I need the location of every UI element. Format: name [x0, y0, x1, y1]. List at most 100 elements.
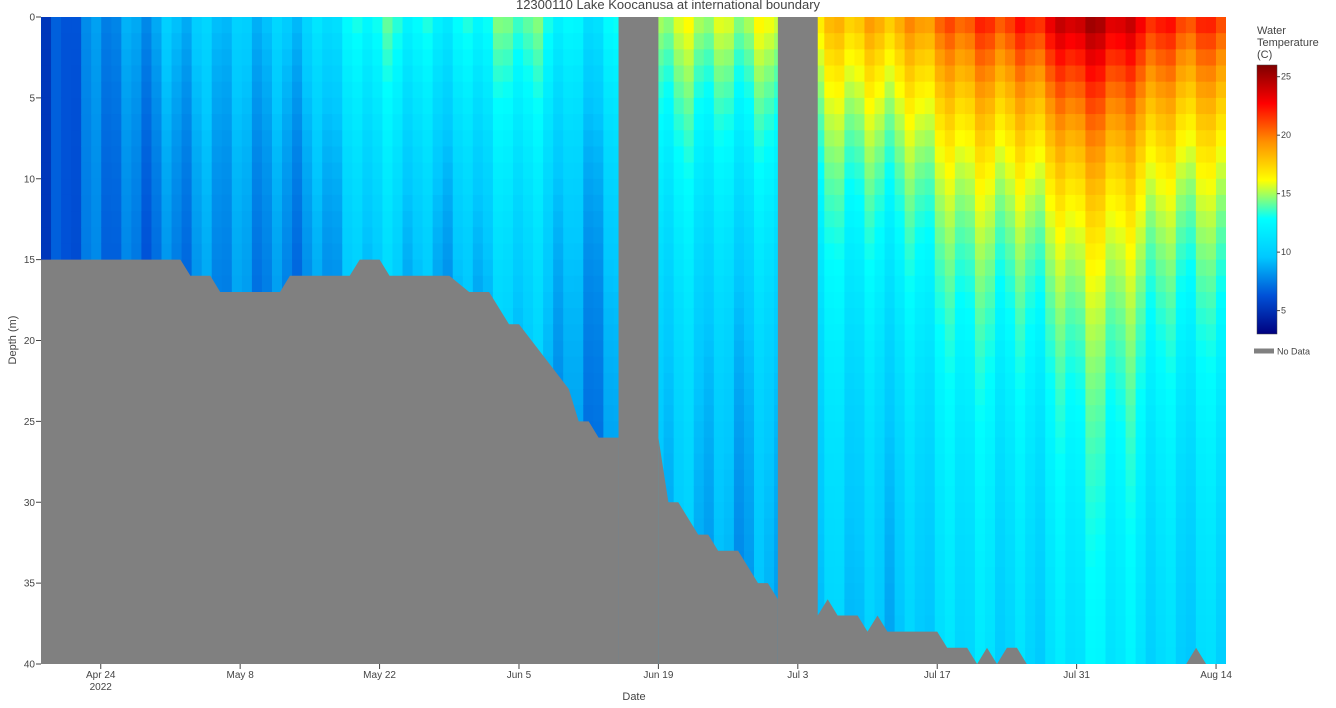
heatmap-cell — [1085, 275, 1097, 293]
heatmap-cell — [251, 97, 263, 115]
heatmap-cell — [864, 275, 876, 293]
heatmap-cell — [543, 340, 554, 358]
heatmap-cell — [492, 275, 504, 293]
heatmap-cell — [342, 81, 353, 99]
heatmap-cell — [984, 243, 996, 261]
heatmap-cell — [764, 259, 775, 277]
heatmap-cell — [864, 130, 876, 148]
heatmap-cell — [984, 615, 996, 633]
heatmap-cell — [1105, 534, 1117, 552]
heatmap-cell — [964, 356, 976, 374]
heatmap-cell — [161, 243, 173, 261]
heatmap-cell — [934, 372, 946, 390]
heatmap-cell — [904, 518, 916, 536]
heatmap-cell — [553, 49, 564, 67]
heatmap-cell — [964, 33, 976, 50]
heatmap-cell — [934, 615, 946, 633]
heatmap-cell — [181, 49, 193, 67]
heatmap-cell — [1215, 275, 1226, 293]
heatmap-cell — [1185, 81, 1197, 99]
heatmap-cell — [181, 227, 193, 245]
heatmap-cell — [703, 405, 715, 422]
heatmap-cell — [583, 405, 594, 422]
heatmap-cell — [1095, 81, 1107, 99]
heatmap-cell — [995, 146, 1006, 164]
heatmap-cell — [482, 49, 494, 67]
heatmap-cell — [894, 437, 906, 455]
heatmap-cell — [683, 340, 695, 358]
heatmap-cell — [1135, 583, 1147, 600]
heatmap-cell — [1025, 486, 1036, 503]
heatmap-cell — [1165, 308, 1177, 325]
heatmap-cell — [954, 389, 966, 406]
heatmap-cell — [171, 114, 183, 131]
heatmap-cell — [191, 81, 203, 99]
heatmap-cell — [1115, 583, 1127, 600]
heatmap-cell — [71, 130, 82, 148]
heatmap-cell — [884, 437, 896, 455]
heatmap-cell — [1015, 631, 1026, 649]
heatmap-cell — [854, 372, 866, 390]
heatmap-cell — [834, 356, 845, 374]
heatmap-cell — [663, 81, 675, 99]
heatmap-cell — [984, 437, 996, 455]
heatmap-cell — [1155, 243, 1167, 261]
heatmap-cell — [854, 259, 866, 277]
heatmap-cell — [995, 550, 1006, 568]
heatmap-cell — [995, 372, 1006, 390]
heatmap-cell — [1035, 421, 1046, 439]
heatmap-cell — [1185, 469, 1197, 487]
heatmap-cell — [1035, 259, 1046, 277]
legend-label: No Data — [1277, 347, 1310, 357]
heatmap-cell — [934, 146, 946, 164]
heatmap-cell — [1095, 291, 1107, 309]
heatmap-cell — [904, 194, 916, 212]
heatmap-cell — [271, 17, 283, 34]
heatmap-cell — [472, 227, 484, 245]
heatmap-cell — [1115, 566, 1127, 584]
heatmap-cell — [944, 599, 956, 617]
heatmap-cell — [1085, 372, 1097, 390]
heatmap-cell — [1005, 227, 1016, 245]
heatmap-cell — [1045, 647, 1056, 664]
heatmap-cell — [1055, 194, 1066, 212]
heatmap-cell — [1125, 502, 1137, 520]
heatmap-cell — [924, 243, 936, 261]
heatmap-cell — [543, 33, 554, 50]
heatmap-cell — [1085, 631, 1097, 649]
heatmap-cell — [723, 405, 735, 422]
heatmap-cell — [683, 324, 695, 342]
heatmap-cell — [181, 194, 193, 212]
heatmap-cell — [764, 291, 775, 309]
heatmap-cell — [1075, 17, 1086, 34]
heatmap-cell — [874, 162, 886, 180]
heatmap-cell — [1095, 469, 1107, 487]
heatmap-cell — [512, 97, 524, 115]
heatmap-cell — [743, 437, 755, 455]
heatmap-cell — [1165, 178, 1177, 196]
heatmap-cell — [1095, 502, 1107, 520]
heatmap-cell — [743, 146, 755, 164]
heatmap-cell — [1155, 65, 1167, 83]
heatmap-cell — [523, 65, 534, 83]
heatmap-cell — [974, 227, 986, 245]
heatmap-cell — [1075, 162, 1086, 180]
heatmap-cell — [974, 340, 986, 358]
heatmap-cell — [754, 550, 765, 568]
heatmap-cell — [432, 17, 444, 34]
heatmap-cell — [1115, 647, 1127, 664]
heatmap-cell — [452, 227, 464, 245]
heatmap-cell — [743, 227, 755, 245]
heatmap-cell — [362, 146, 373, 164]
heatmap-cell — [1185, 518, 1197, 536]
heatmap-cell — [1195, 469, 1207, 487]
heatmap-cell — [1035, 243, 1046, 261]
heatmap-cell — [995, 356, 1006, 374]
heatmap-cell — [1075, 518, 1086, 536]
heatmap-cell — [824, 81, 835, 99]
heatmap-cell — [1215, 49, 1226, 67]
heatmap-cell — [141, 162, 153, 180]
heatmap-cell — [543, 49, 554, 67]
heatmap-cell — [573, 211, 584, 228]
heatmap-cell — [352, 227, 363, 245]
